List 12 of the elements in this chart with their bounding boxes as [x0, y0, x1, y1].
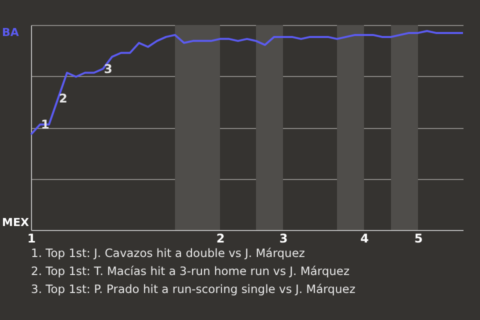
x-tick-label: 1	[27, 232, 36, 246]
x-tick-label: 2	[216, 232, 225, 246]
x-tick-label: 4	[360, 232, 369, 246]
x-tick-label: 5	[414, 232, 423, 246]
text: 2. Top 1st: T. Macías hit a 3-run home run vs J. Márquez	[31, 264, 350, 278]
text: 3. Top 1st: P. Prado hit a run-scoring single vs J. Márquez	[31, 282, 356, 296]
annotation: 2	[59, 92, 68, 106]
text: MEX	[2, 216, 30, 229]
x-tick-label: 3	[279, 232, 288, 246]
annotation: 3	[104, 62, 112, 76]
text: 1. Top 1st: J. Cavazos hit a double vs J. Márquez	[31, 246, 305, 260]
text: BA	[2, 26, 20, 39]
